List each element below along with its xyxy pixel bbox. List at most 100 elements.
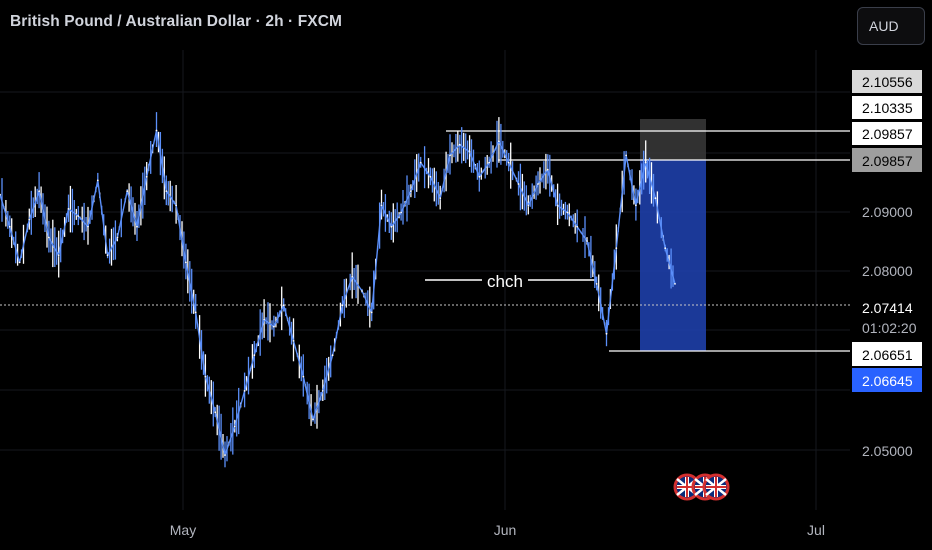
price-badge-10335: 2.10335 (852, 96, 922, 119)
data-point (429, 175, 432, 178)
price-badge-text: 2.06645 (862, 373, 913, 389)
data-point (351, 275, 354, 278)
data-point (341, 304, 344, 307)
price-badge-text: 2.10556 (862, 74, 913, 90)
data-point (282, 304, 285, 307)
data-point (380, 204, 383, 207)
data-point (175, 204, 178, 207)
data-point (145, 175, 148, 178)
data-point (243, 390, 246, 392)
data-point (546, 168, 549, 171)
data-point (28, 218, 31, 221)
stop-loss-zone[interactable] (640, 119, 706, 160)
data-point (224, 454, 226, 456)
data-point (331, 354, 334, 357)
data-point (165, 190, 168, 193)
price-badge-09857-b: 2.09857 (852, 148, 922, 172)
data-point (507, 161, 510, 164)
data-point (57, 254, 60, 257)
uk-flag-event-icon[interactable] (702, 473, 730, 501)
data-point (370, 311, 373, 314)
data-point (390, 225, 393, 228)
data-point (419, 161, 422, 164)
data-point (312, 418, 314, 421)
data-point (292, 340, 295, 342)
data-point (488, 161, 490, 164)
series-line (0, 130, 676, 458)
data-point (478, 175, 481, 178)
data-point (0, 193, 1, 196)
x-tick-label: Jul (807, 522, 825, 538)
data-point (204, 375, 207, 378)
data-point (77, 215, 80, 218)
data-point (674, 283, 676, 285)
data-point (361, 290, 363, 292)
data-point (517, 183, 520, 185)
data-point (498, 140, 500, 143)
data-point (410, 190, 412, 193)
data-point (273, 325, 275, 328)
price-series (0, 112, 676, 468)
data-point (302, 375, 305, 378)
data-point (625, 154, 627, 157)
data-point (449, 154, 451, 157)
data-point (185, 261, 187, 264)
data-point (48, 236, 50, 239)
data-point (253, 354, 256, 357)
data-point (8, 225, 11, 228)
data-point (67, 208, 70, 210)
data-point (439, 197, 442, 200)
x-tick-label: Jun (494, 522, 517, 538)
price-badge-06651: 2.06651 (852, 342, 922, 366)
data-point (566, 211, 569, 214)
price-badge-text: 2.10335 (862, 100, 913, 116)
data-point (458, 143, 461, 146)
currency-selector-button[interactable]: AUD (857, 7, 925, 45)
data-point (615, 247, 618, 250)
countdown-text: 01:02:20 (862, 320, 917, 336)
data-point (155, 129, 158, 132)
data-point (635, 204, 637, 207)
y-tick-label: 2.09000 (862, 204, 913, 220)
data-point (595, 283, 598, 285)
y-tick-label: 2.05000 (862, 443, 913, 459)
data-point (18, 261, 21, 264)
data-point (654, 197, 657, 200)
x-tick-label: May (170, 522, 196, 538)
data-point (106, 254, 109, 257)
data-point (537, 183, 539, 185)
data-point (214, 411, 217, 414)
data-point (126, 190, 129, 193)
price-badge-09857-a: 2.09857 (852, 122, 922, 145)
data-point (194, 311, 197, 314)
data-point (87, 225, 89, 228)
data-point (400, 211, 402, 214)
data-point (233, 425, 236, 428)
data-point (38, 190, 40, 193)
data-point (586, 240, 588, 242)
data-point (263, 318, 265, 321)
data-point (96, 179, 99, 182)
data-point (644, 161, 647, 164)
chart-grid (0, 50, 850, 510)
data-point (136, 225, 138, 228)
y-tick-label: 2.08000 (862, 263, 913, 279)
current-price-text: 2.07414 (862, 300, 913, 316)
price-badge-text: 2.06651 (862, 347, 913, 363)
data-point (468, 151, 471, 153)
chart-title: British Pound / Australian Dollar · 2h ·… (10, 13, 343, 30)
data-point (527, 204, 530, 207)
current-price-badge: 2.07414 01:02:20 (852, 296, 922, 342)
data-point (664, 247, 667, 250)
price-badge-text: 2.09857 (862, 153, 913, 169)
data-point (321, 390, 324, 392)
data-point (605, 332, 608, 335)
data-point (576, 225, 579, 228)
price-badge-text: 2.09857 (862, 126, 913, 142)
price-badge-06645: 2.06645 (852, 368, 922, 392)
chch-label: chch (487, 272, 523, 291)
data-point (556, 204, 559, 207)
data-point (116, 236, 119, 239)
